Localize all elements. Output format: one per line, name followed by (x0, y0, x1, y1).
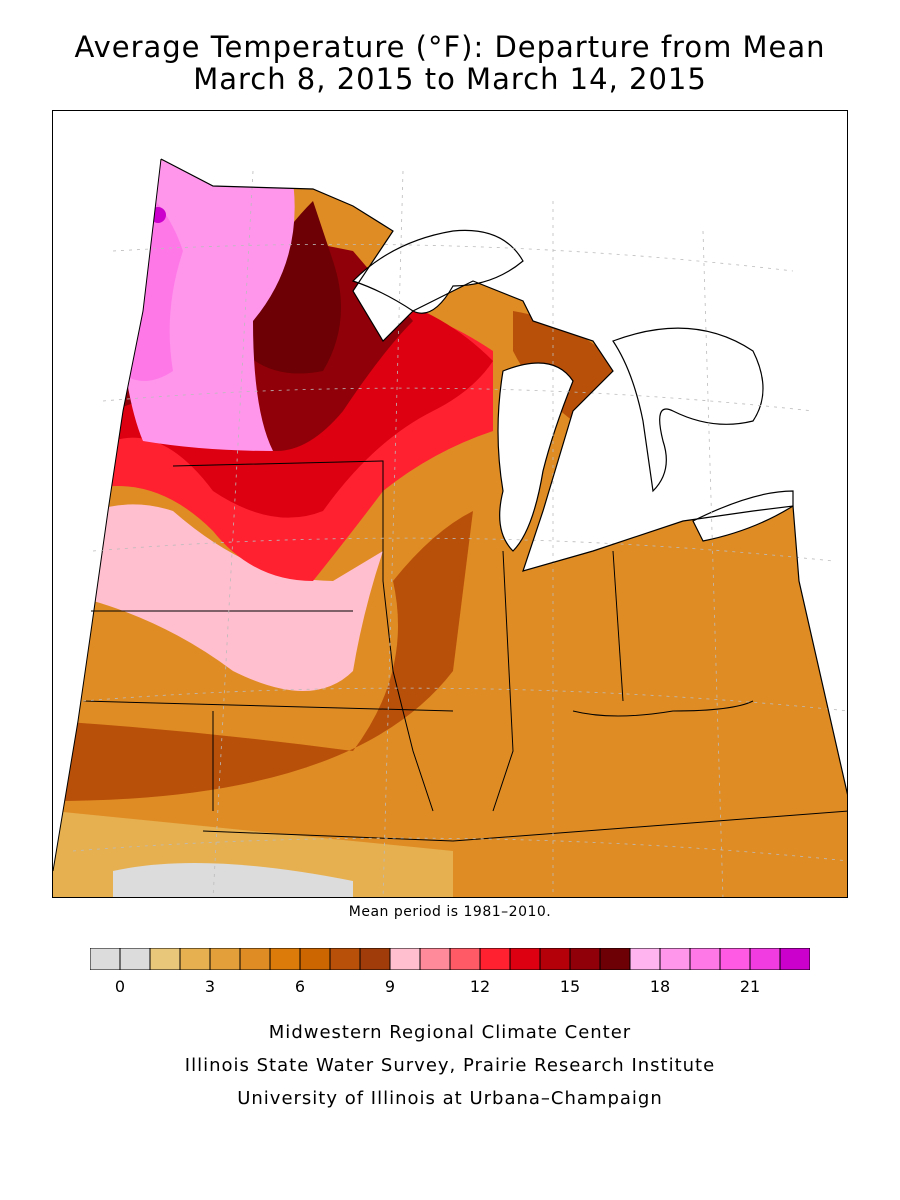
graticule (72, 170, 847, 897)
state-boundaries (53, 158, 847, 872)
legend-tick-label: 21 (739, 977, 761, 996)
map-title-line2: March 8, 2015 to March 14, 2015 (193, 62, 707, 96)
legend-swatch (629, 948, 661, 970)
legend-swatch (299, 948, 331, 970)
legend-swatch (179, 948, 211, 970)
legend-swatch (599, 948, 631, 970)
legend-tick-label: 3 (204, 977, 216, 996)
legend-swatch (479, 948, 511, 970)
map-graphic (53, 158, 847, 897)
legend-tick-label: 18 (649, 977, 671, 996)
legend-swatch (359, 948, 391, 970)
legend-swatch (539, 948, 571, 970)
legend-swatch (419, 948, 451, 970)
legend-swatch (569, 948, 601, 970)
legend-tick-label: 0 (114, 977, 126, 996)
legend-swatch (329, 948, 361, 970)
legend-tick-label: 15 (559, 977, 581, 996)
credit-line2: Illinois State Water Survey, Prairie Res… (184, 1055, 716, 1076)
legend-swatch (90, 948, 121, 970)
legend-swatch (689, 948, 721, 970)
legend-tick-label: 6 (294, 977, 306, 996)
legend-swatch (119, 948, 151, 970)
legend-tick-label: 9 (384, 977, 396, 996)
legend-tick-label: 12 (469, 977, 491, 996)
map-title-line1: Average Temperature (°F): Departure from… (74, 30, 826, 64)
legend-swatch (719, 948, 751, 970)
legend-swatch (779, 948, 810, 970)
legend-swatch (389, 948, 421, 970)
great-lakes (351, 229, 794, 552)
legend-swatch (749, 948, 781, 970)
legend-swatch (239, 948, 271, 970)
legend-swatch (149, 948, 181, 970)
mean-period-note: Mean period is 1981–2010. (348, 904, 552, 920)
legend-swatch (449, 948, 481, 970)
coastline (160, 158, 847, 795)
credit-line3: University of Illinois at Urbana–Champai… (237, 1088, 663, 1109)
temperature-departure-map (52, 110, 848, 898)
legend-tick-labels: 0 3 6 9 12 15 18 21 (90, 977, 810, 997)
legend-swatch (509, 948, 541, 970)
color-legend (90, 948, 810, 970)
credit-line1: Midwestern Regional Climate Center (268, 1022, 632, 1043)
legend-swatch (659, 948, 691, 970)
legend-swatch (209, 948, 241, 970)
legend-swatch (269, 948, 301, 970)
